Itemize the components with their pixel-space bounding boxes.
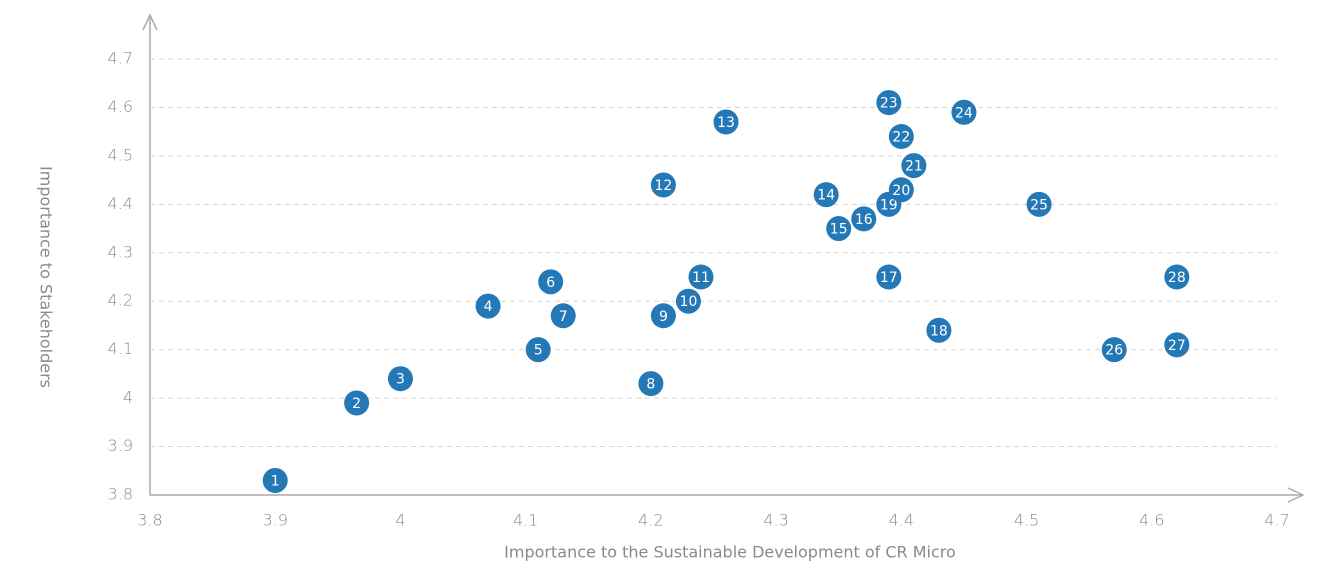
point-label: 11	[692, 270, 710, 286]
y-axis-arrow	[142, 13, 158, 31]
point	[1164, 332, 1190, 358]
point-label: 18	[930, 323, 948, 339]
point	[675, 288, 701, 314]
point	[876, 90, 902, 116]
point-label: 2	[352, 396, 361, 412]
x-tick-label: 4.2	[638, 511, 663, 530]
x-tick-label: 4.5	[1014, 511, 1039, 530]
point	[538, 269, 564, 295]
point	[650, 172, 676, 198]
point-label: 20	[892, 183, 910, 199]
point	[1101, 337, 1127, 363]
y-tick-label: 4	[123, 388, 133, 407]
x-tick-label: 4.7	[1264, 511, 1289, 530]
point	[813, 182, 839, 208]
point	[888, 124, 914, 150]
point	[888, 177, 914, 203]
x-axis-title: Importance to the Sustainable Developmen…	[504, 543, 956, 562]
point-label: 15	[830, 222, 848, 238]
point	[550, 303, 576, 329]
point-label: 21	[905, 159, 923, 175]
point-label: 9	[659, 309, 668, 325]
point	[876, 264, 902, 290]
point-label: 24	[955, 105, 973, 121]
x-axis-arrow	[1287, 487, 1305, 503]
point	[1026, 191, 1052, 217]
point	[951, 99, 977, 125]
y-tick-label: 3.9	[108, 436, 133, 455]
x-tick-label: 4.6	[1139, 511, 1164, 530]
point-label: 27	[1168, 338, 1186, 354]
point-label: 4	[484, 299, 493, 315]
y-tick-label: 4.3	[108, 242, 133, 261]
y-tick-label: 4.4	[108, 194, 133, 213]
y-tick-label: 4.6	[108, 97, 133, 116]
y-tick-label: 3.8	[108, 485, 133, 504]
point	[650, 303, 676, 329]
x-tick-label: 4.4	[889, 511, 914, 530]
point-label: 8	[646, 377, 655, 393]
x-tick-label: 4.3	[763, 511, 788, 530]
x-tick-label: 3.8	[137, 511, 162, 530]
point-label: 19	[880, 197, 898, 213]
y-tick-label: 4.2	[108, 291, 133, 310]
point-label: 16	[855, 212, 873, 228]
point	[262, 467, 288, 493]
point	[1164, 264, 1190, 290]
point-label: 14	[817, 188, 835, 204]
point	[901, 153, 927, 179]
point-label: 3	[396, 372, 405, 388]
point	[688, 264, 714, 290]
point-label: 13	[717, 115, 735, 131]
y-tick-label: 4.7	[108, 49, 133, 68]
point	[638, 371, 664, 397]
point	[926, 317, 952, 343]
point	[713, 109, 739, 135]
y-tick-label: 4.5	[108, 145, 133, 164]
point	[387, 366, 413, 392]
point-label: 22	[892, 130, 910, 146]
point-label: 6	[546, 275, 555, 291]
point-label: 5	[534, 343, 543, 359]
y-axis-title: Importance to Stakeholders	[37, 166, 56, 388]
point-label: 25	[1030, 197, 1048, 213]
point	[851, 206, 877, 232]
point-label: 12	[654, 178, 672, 194]
point-label: 7	[559, 309, 568, 325]
point-label: 1	[271, 473, 280, 489]
point-label: 10	[680, 294, 698, 310]
point-label: 17	[880, 270, 898, 286]
point-label: 26	[1105, 343, 1123, 359]
point	[525, 337, 551, 363]
y-tick-label: 4.1	[108, 339, 133, 358]
point-label: 28	[1168, 270, 1186, 286]
x-tick-label: 4.1	[513, 511, 538, 530]
x-tick-label: 4	[395, 511, 405, 530]
x-tick-label: 3.9	[262, 511, 287, 530]
point	[475, 293, 501, 319]
point-label: 23	[880, 96, 898, 112]
point	[344, 390, 370, 416]
point	[826, 216, 852, 242]
